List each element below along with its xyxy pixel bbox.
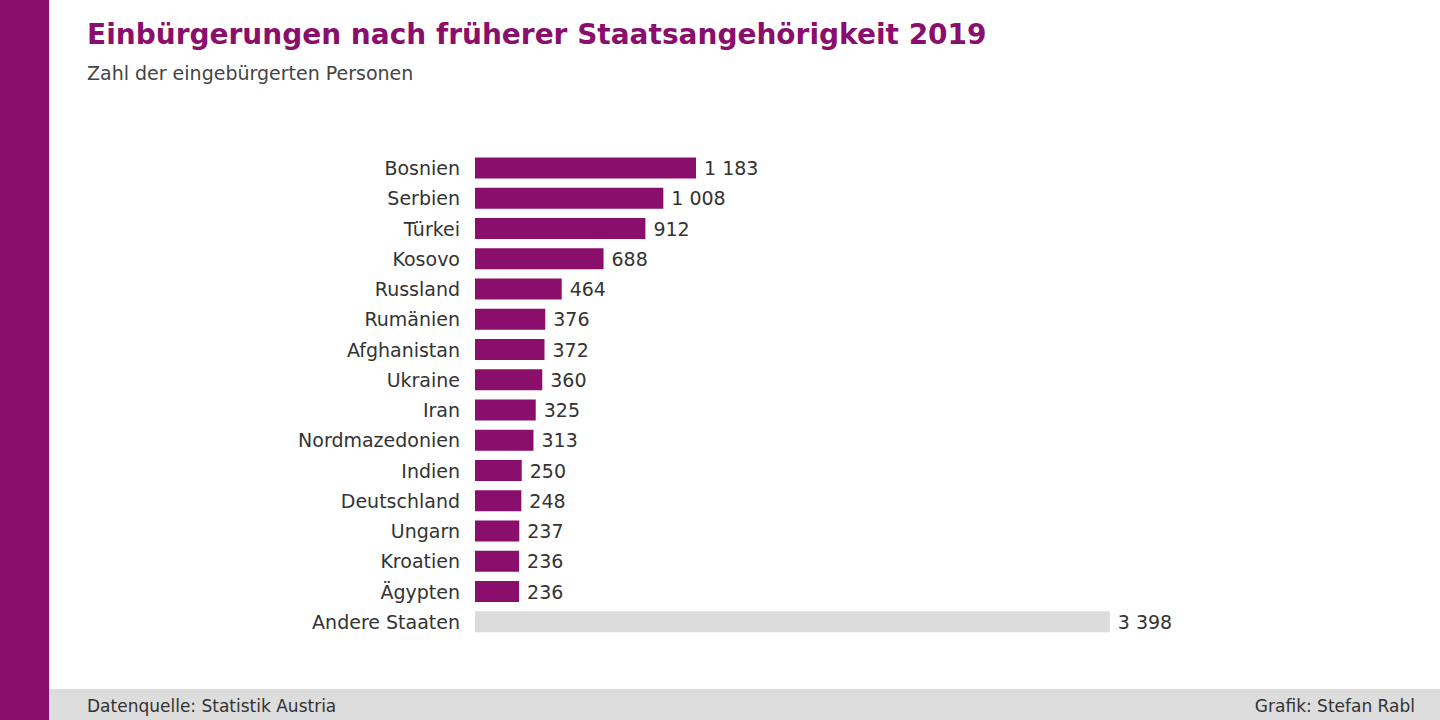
category-label: Kosovo [392,248,460,270]
data-label: 912 [653,218,689,240]
category-label: Deutschland [341,490,460,512]
data-label: 250 [530,460,566,482]
bar [475,430,533,451]
bar [475,188,663,209]
data-label: 236 [527,550,563,572]
source: Datenquelle: Statistik Austria [87,696,336,716]
bar [475,611,1110,632]
bar [475,400,536,421]
category-label: Andere Staaten [312,611,460,633]
bar [475,490,521,511]
data-label: 376 [553,308,589,330]
data-label: 360 [550,369,586,391]
category-label: Ukraine [387,369,460,391]
subtitle: Zahl der eingebürgerten Personen [87,62,413,84]
category-label: Indien [401,460,460,482]
data-label: 464 [570,278,606,300]
data-label: 236 [527,581,563,603]
bar [475,581,519,602]
category-label: Serbien [387,187,460,209]
bar [475,460,522,481]
data-label: 1 183 [704,157,758,179]
data-label: 3 398 [1118,611,1172,633]
credit: Grafik: Stefan Rabl [1255,696,1415,716]
category-label: Iran [423,399,460,421]
chart: Einbürgerungen nach früherer Staatsangeh… [0,0,1440,720]
category-label: Nordmazedonien [298,429,460,451]
title: Einbürgerungen nach früherer Staatsangeh… [87,18,987,51]
category-label: Türkei [403,218,460,240]
bars [475,158,1110,633]
bar [475,369,542,390]
side-strip [0,0,49,720]
data-label: 325 [544,399,580,421]
bar [475,521,519,542]
category-label: Russland [375,278,460,300]
category-label: Rumänien [364,308,460,330]
data-label: 1 008 [671,187,725,209]
data-label: 688 [612,248,648,270]
footer-band [49,689,1440,720]
category-label: Ungarn [391,520,460,542]
category-label: Bosnien [384,157,460,179]
bar [475,339,544,360]
data-label: 313 [541,429,577,451]
data-label: 372 [552,339,588,361]
bar [475,309,545,330]
category-label: Ägypten [380,581,460,603]
bar [475,158,696,179]
bar [475,279,562,300]
bar [475,248,604,269]
data-label: 237 [527,520,563,542]
labels: Bosnien 1 183 Serbien 1 008 Türkei 912 Kosovo 6… [298,157,1172,633]
data-label: 248 [529,490,565,512]
category-label: Kroatien [380,550,460,572]
bar [475,218,645,239]
bar [475,551,519,572]
category-label: Afghanistan [347,339,460,361]
